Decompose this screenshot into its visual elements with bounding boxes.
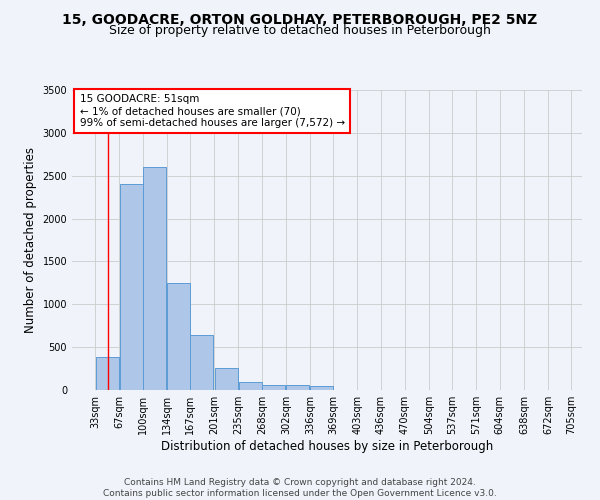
- Bar: [95, 358, 119, 390]
- Text: 15 GOODACRE: 51sqm
← 1% of detached houses are smaller (70)
99% of semi-detached: 15 GOODACRE: 51sqm ← 1% of detached hous…: [80, 94, 345, 128]
- Bar: [215, 368, 238, 390]
- Bar: [310, 386, 333, 390]
- Bar: [239, 382, 262, 390]
- Bar: [167, 283, 190, 390]
- Text: 15, GOODACRE, ORTON GOLDHAY, PETERBOROUGH, PE2 5NZ: 15, GOODACRE, ORTON GOLDHAY, PETERBOROUG…: [62, 12, 538, 26]
- Bar: [190, 335, 214, 390]
- Bar: [119, 184, 143, 390]
- Y-axis label: Number of detached properties: Number of detached properties: [24, 147, 37, 333]
- Text: Size of property relative to detached houses in Peterborough: Size of property relative to detached ho…: [109, 24, 491, 37]
- Bar: [143, 167, 166, 390]
- X-axis label: Distribution of detached houses by size in Peterborough: Distribution of detached houses by size …: [161, 440, 493, 453]
- Bar: [286, 385, 309, 390]
- Text: Contains HM Land Registry data © Crown copyright and database right 2024.
Contai: Contains HM Land Registry data © Crown c…: [103, 478, 497, 498]
- Bar: [262, 385, 285, 390]
